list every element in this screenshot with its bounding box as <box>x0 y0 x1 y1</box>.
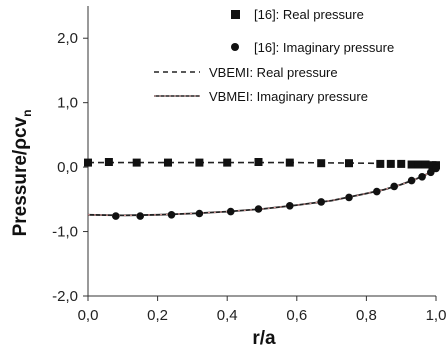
legend-label-0: [16]: Real pressure <box>254 7 364 22</box>
legend-label-3: VBMEI: Imaginary pressure <box>209 89 368 104</box>
legend-label-1: [16]: Imaginary pressure <box>254 40 394 55</box>
series-lines <box>87 161 437 217</box>
y-tick-label: 0,0 <box>57 159 78 176</box>
data-point-imaginary-pressure <box>136 212 144 220</box>
data-point-real-pressure <box>376 159 385 168</box>
y-axis-title-subscript: n <box>20 110 34 117</box>
data-point-real-pressure <box>223 158 232 167</box>
data-point-real-pressure <box>317 159 326 168</box>
data-point-real-pressure <box>407 160 416 169</box>
legend-label-2: VBEMI: Real pressure <box>209 65 338 80</box>
data-point-imaginary-pressure <box>317 198 326 206</box>
data-point-imaginary-pressure <box>112 212 120 220</box>
data-point-real-pressure <box>195 158 204 167</box>
y-tick-label: 1,0 <box>57 95 78 112</box>
data-point-imaginary-pressure <box>226 207 235 216</box>
data-point-real-pressure <box>132 158 141 167</box>
data-point-real-pressure <box>397 159 406 168</box>
data-point-real-pressure <box>345 159 353 168</box>
x-tick-label: 1,0 <box>426 307 447 324</box>
x-tick-label: 0,0 <box>78 307 99 324</box>
y-tick-label: -1,0 <box>52 224 78 241</box>
legend: [16]: Real pressure [16]: Imaginary pres… <box>154 7 394 104</box>
data-point-imaginary-pressure <box>345 193 353 202</box>
x-tick-label: 0,8 <box>356 307 377 324</box>
data-point-imaginary-pressure <box>373 187 381 196</box>
x-tick-label: 0,2 <box>147 307 168 324</box>
data-point-real-pressure <box>254 158 263 166</box>
data-point-real-pressure <box>285 158 294 167</box>
data-point-real-pressure <box>164 158 172 167</box>
x-tick-label: 0,6 <box>286 307 307 324</box>
x-axis-title: r/a <box>252 328 276 349</box>
data-point-imaginary-pressure <box>286 202 294 210</box>
data-point-real-pressure <box>414 160 423 169</box>
data-point-imaginary-pressure <box>195 209 204 218</box>
legend-marker-circle <box>231 43 239 51</box>
data-point-imaginary-pressure <box>390 182 399 191</box>
data-point-imaginary-pressure <box>254 205 263 213</box>
data-point-imaginary-pressure <box>418 173 426 181</box>
series-markers <box>84 158 440 220</box>
data-point-real-pressure <box>421 160 430 169</box>
data-point-real-pressure <box>386 159 395 168</box>
axes <box>83 6 437 301</box>
y-axis-title-main: Pressure/ρcv <box>10 116 31 236</box>
y-tick-label: -2,0 <box>52 288 78 305</box>
data-point-imaginary-pressure <box>427 168 435 177</box>
x-tick-label: 0,4 <box>217 307 238 324</box>
data-point-real-pressure <box>84 158 92 167</box>
y-tick-label: 2,0 <box>57 30 78 47</box>
tick-labels: 2,01,00,0-1,0-2,00,0 0,2 0,4 0,6 0,8 1,0 <box>52 30 446 324</box>
data-point-real-pressure <box>104 158 113 166</box>
legend-marker-square <box>231 10 240 19</box>
y-axis-title: Pressure/ρcvn <box>10 110 34 237</box>
data-point-imaginary-pressure <box>167 211 176 219</box>
data-point-imaginary-pressure <box>432 164 440 173</box>
data-point-imaginary-pressure <box>407 176 416 185</box>
